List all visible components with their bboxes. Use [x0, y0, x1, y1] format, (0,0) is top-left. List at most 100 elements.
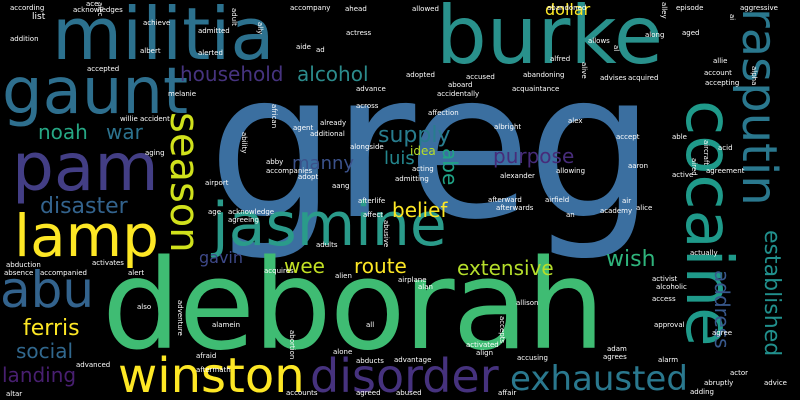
word-allowed: allowed [412, 5, 439, 13]
word-lamp: lamp [14, 202, 159, 270]
word-along: along [645, 31, 665, 39]
word-albert: albert [140, 47, 161, 55]
word-afterlife: afterlife [358, 197, 386, 205]
word-acquires: acquires [264, 267, 294, 275]
word-noah: noah [38, 120, 88, 144]
word-alley: alley [660, 2, 668, 19]
word-airfield: airfield [545, 196, 570, 204]
word-afterward: afterward [488, 196, 522, 204]
word-ability: ability [240, 132, 248, 154]
word-absence: absence [4, 269, 34, 277]
word-aboard: aboard [448, 81, 473, 89]
word-extensive: extensive [457, 256, 554, 280]
word-abducts: abducts [356, 357, 384, 365]
word-ferris: ferris [23, 316, 80, 341]
word-agreeing: agreeing [228, 216, 259, 224]
word-activated: activated [466, 341, 499, 349]
word-militia: militia [52, 0, 275, 76]
word-allie: allie [713, 57, 728, 65]
word-luis: luis [384, 148, 415, 169]
word-landing: landing [2, 363, 77, 387]
word-aaron: aaron [628, 162, 649, 170]
word-air: air [622, 197, 632, 205]
word-purpose: purpose [493, 144, 575, 168]
word-alexander: alexander [500, 172, 535, 180]
word-acid: acid [718, 144, 733, 152]
word-acquaintance: acquaintance [512, 85, 560, 93]
word-additional: additional [310, 130, 345, 138]
word-adopted: adopted [406, 71, 435, 79]
word-an: an [566, 211, 575, 219]
word-accepting: accepting [705, 79, 740, 87]
word-actor: actor [730, 369, 749, 377]
word-advice: advice [764, 379, 787, 387]
word-afterwards: afterwards [496, 204, 534, 212]
word-abu: abu [0, 261, 95, 319]
word-also: also [137, 303, 152, 311]
word-aggressive: aggressive [740, 4, 778, 12]
word-season: season [161, 112, 207, 253]
word-exhausted: exhausted [510, 359, 688, 399]
word-alpha: alpha [750, 66, 758, 86]
word-adopt: adopt [298, 173, 319, 181]
word-allowing: allowing [556, 167, 586, 175]
word-admitting: admitting [395, 175, 429, 183]
word-dollar: dollar [545, 0, 591, 19]
word-agrees: agrees [603, 353, 627, 361]
word-alongside: alongside [350, 143, 384, 151]
word-abused: abused [396, 389, 422, 397]
word-affect: affect [363, 211, 384, 219]
word-abe: abe [438, 148, 462, 186]
word-able: able [672, 133, 687, 141]
word-alex: alex [568, 117, 583, 125]
word-academy: academy [600, 207, 633, 215]
word-abduction: abduction [6, 261, 41, 269]
word-according: according [10, 4, 45, 12]
word-disorder: disorder [310, 349, 499, 400]
word-alcoholic: alcoholic [656, 283, 687, 291]
word-align: align [476, 349, 494, 357]
word-deborah: deborah [102, 234, 605, 378]
word-aired: aired [690, 158, 698, 176]
word-accounts: accounts [286, 389, 318, 397]
word-addition: addition [10, 35, 39, 43]
word-accidentally: accidentally [437, 90, 480, 98]
word-access: access [652, 295, 676, 303]
word-gavin: gavin [199, 248, 244, 267]
word-advises: advises [600, 74, 627, 82]
word-account: account [704, 69, 732, 77]
word-aftermath: aftermath [196, 366, 231, 374]
word-disaster: disaster [40, 194, 128, 219]
word-acting: acting [412, 165, 434, 173]
word-wish: wish [606, 247, 656, 272]
word-active: active [672, 171, 694, 179]
word-address: address [710, 270, 734, 349]
word-alone: alone [333, 348, 353, 356]
word-accusing: accusing [517, 354, 548, 362]
word-accompanies: accompanies [266, 167, 313, 175]
word-route: route [354, 254, 407, 278]
word-gaunt: gaunt [2, 55, 189, 129]
word-allows: allows [588, 37, 610, 45]
word-aide: aide [296, 43, 311, 51]
word-alarm: alarm [658, 356, 679, 364]
word-social: social [16, 339, 74, 363]
word-jasmine: jasmine [212, 190, 447, 260]
word-idea: idea [410, 144, 436, 158]
word-achieve: achieve [143, 19, 171, 27]
word-aircraft: aircraft [702, 140, 710, 166]
word-acknowledge: acknowledge [228, 208, 275, 216]
word-belief: belief [392, 198, 448, 222]
word-adults: adults [316, 241, 338, 249]
word-ai: ai [728, 14, 736, 21]
word-accused: accused [466, 73, 495, 81]
word-wee: wee [284, 254, 325, 278]
word-manny: manny [292, 153, 355, 174]
word-agree: agree [712, 329, 733, 337]
word-abruptly: abruptly [704, 379, 734, 387]
word-agreed: agreed [356, 389, 381, 397]
word-advantage: advantage [394, 356, 432, 364]
word-war: war [106, 120, 143, 144]
word-acknowledges: acknowledges [73, 6, 123, 14]
